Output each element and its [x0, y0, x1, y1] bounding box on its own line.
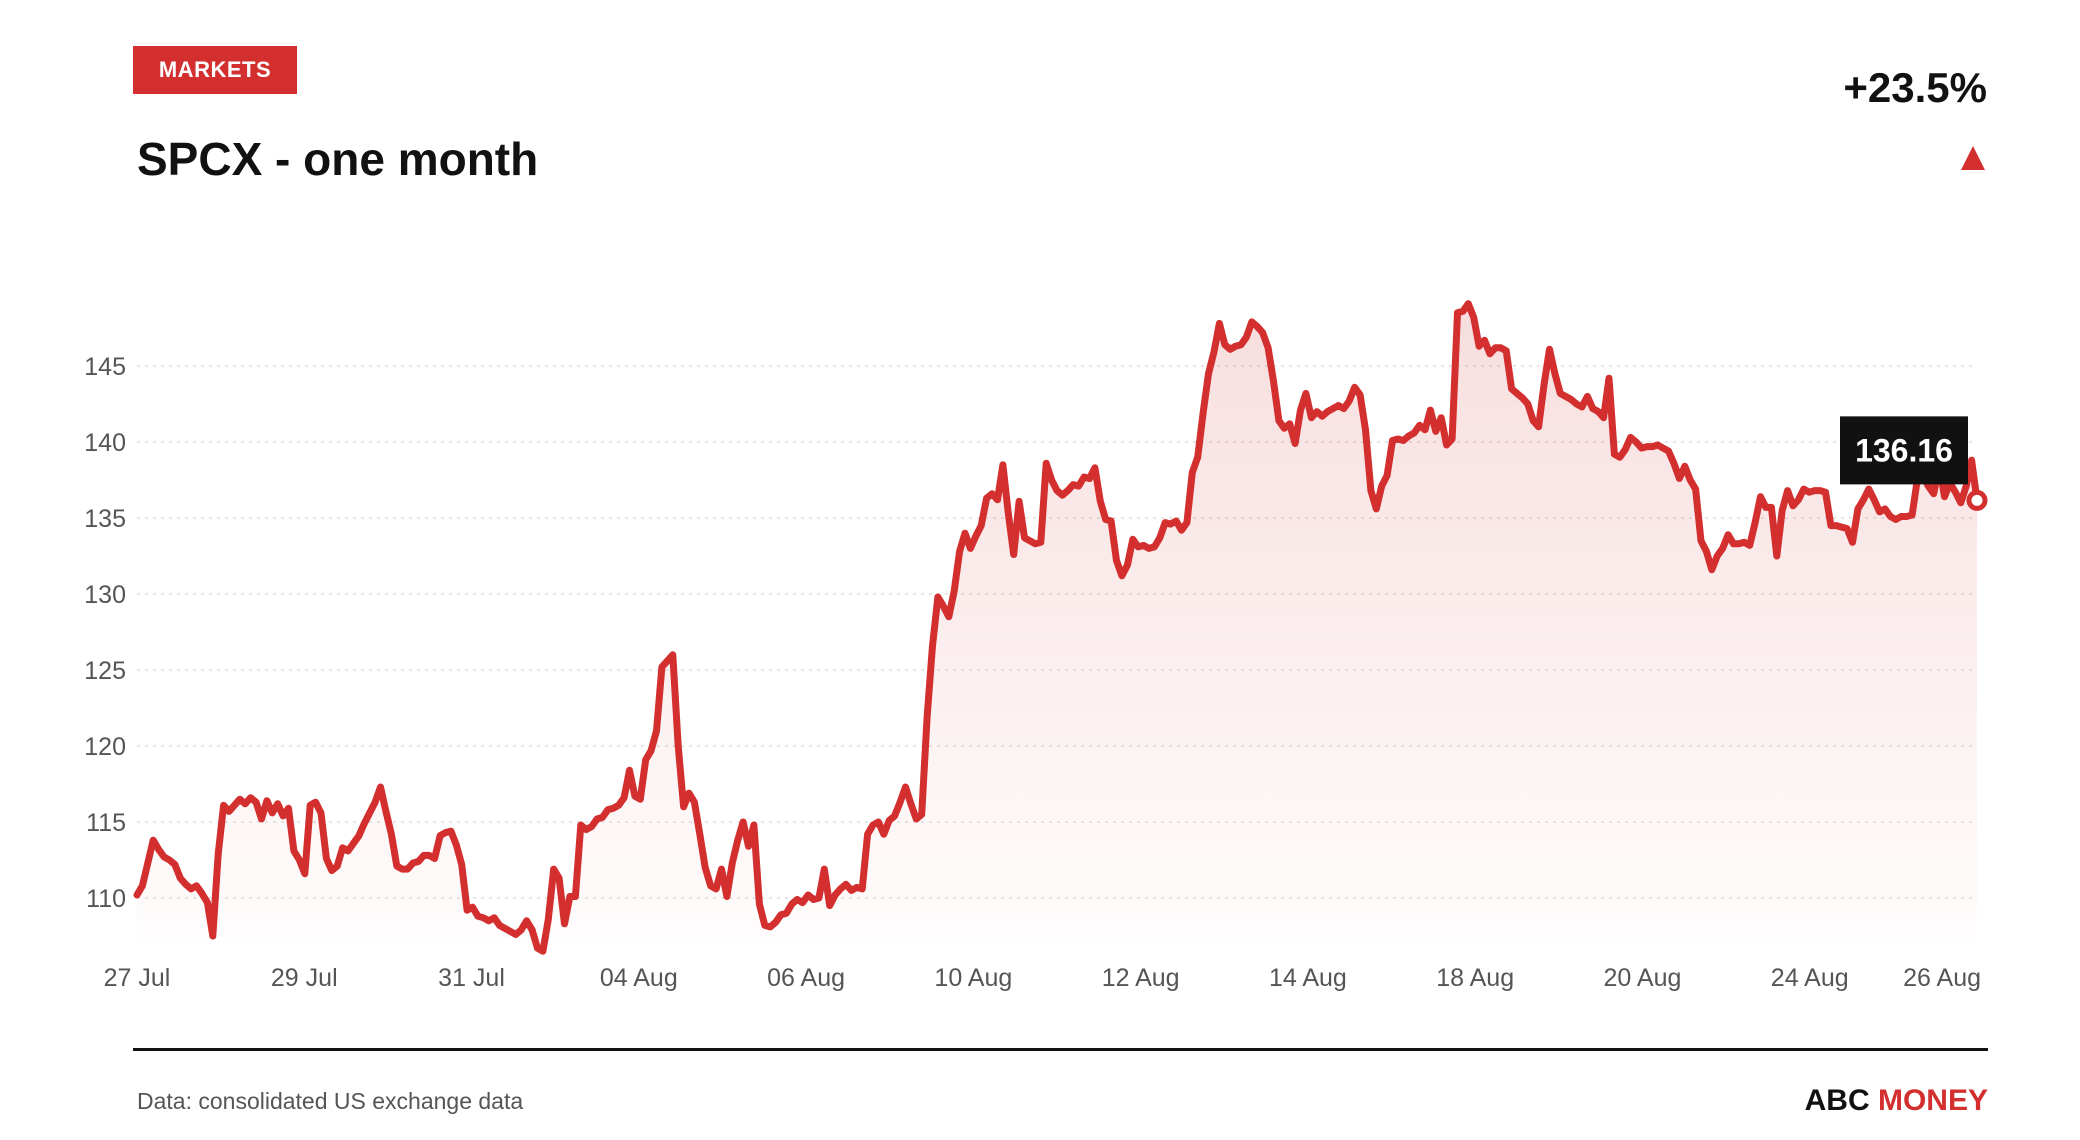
x-tick-label: 26 Aug — [1903, 964, 1981, 992]
x-tick-label: 12 Aug — [1102, 964, 1180, 992]
y-tick-label: 115 — [86, 809, 126, 837]
x-tick-label: 29 Jul — [271, 964, 338, 992]
data-source-note: Data: consolidated US exchange data — [137, 1088, 524, 1114]
y-axis-tick-labels: 110 115 120 125 130 135 140 145 — [84, 353, 126, 913]
x-tick-label: 27 Jul — [104, 964, 171, 992]
y-tick-label: 120 — [84, 733, 126, 761]
chart-title: SPCX - one month — [137, 133, 539, 185]
x-tick-label: 18 Aug — [1436, 964, 1514, 992]
y-tick-label: 140 — [84, 429, 126, 457]
brand-logo-part2: MONEY — [1877, 1084, 1988, 1117]
y-tick-label: 145 — [84, 353, 126, 381]
price-area-fill — [137, 303, 1977, 952]
markets-category-badge: MARKETS — [133, 46, 297, 94]
triangle-up-icon — [1961, 146, 1985, 170]
percent-change-value: +23.5% — [1843, 64, 1987, 111]
x-tick-label: 24 Aug — [1771, 964, 1849, 992]
y-tick-label: 110 — [86, 885, 126, 913]
y-tick-label: 135 — [84, 505, 126, 533]
brand-logo: ABC MONEY — [1805, 1084, 1988, 1118]
x-tick-label: 31 Jul — [438, 964, 505, 992]
last-price-value: 136.16 — [1855, 432, 1953, 468]
x-tick-label: 06 Aug — [767, 964, 845, 992]
last-price-marker — [1966, 489, 1988, 511]
price-line — [133, 300, 1981, 955]
x-tick-label: 14 Aug — [1269, 964, 1347, 992]
x-axis-tick-labels: 27 Jul 29 Jul 31 Jul 04 Aug 06 Aug 10 Aug 12 A… — [104, 964, 1981, 992]
x-tick-label: 04 Aug — [600, 964, 678, 992]
last-price-label: 136.16 — [1840, 416, 1968, 485]
brand-logo-part1: ABC — [1804, 1084, 1870, 1117]
x-tick-label: 10 Aug — [934, 964, 1012, 992]
footer-divider — [133, 1048, 1988, 1051]
y-tick-label: 125 — [84, 657, 126, 685]
y-tick-label: 130 — [84, 581, 126, 609]
x-tick-label: 20 Aug — [1604, 964, 1682, 992]
